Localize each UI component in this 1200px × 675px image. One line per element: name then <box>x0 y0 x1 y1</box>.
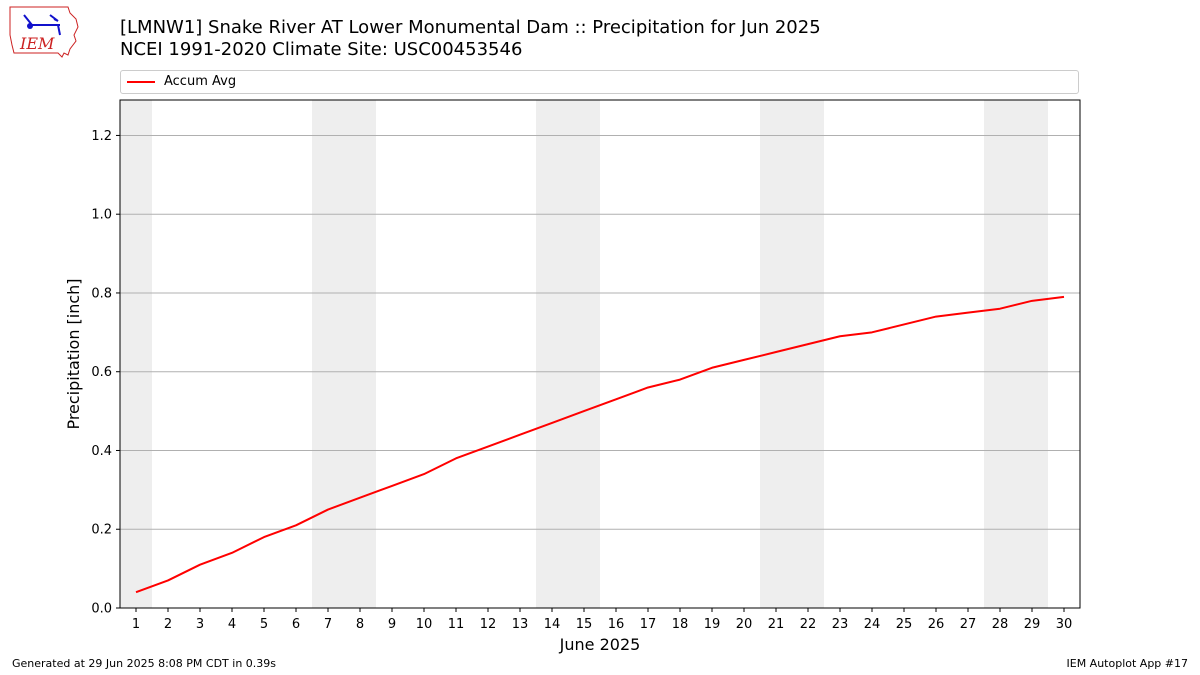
x-axis-label: June 2025 <box>559 635 641 654</box>
x-tick-label: 24 <box>864 617 881 632</box>
legend-label: Accum Avg <box>164 74 237 89</box>
y-tick-label: 0.0 <box>91 602 112 617</box>
weekend-shade-day-1 <box>120 100 152 608</box>
x-tick-label: 2 <box>164 617 172 632</box>
y-axis-label: Precipitation [inch] <box>64 278 83 429</box>
weekend-shade-day-8 <box>344 100 376 608</box>
x-tick-label: 9 <box>388 617 396 632</box>
x-tick-label: 26 <box>928 617 945 632</box>
x-tick-label: 14 <box>544 617 561 632</box>
weekend-shade-day-28 <box>984 100 1016 608</box>
x-tick-label: 27 <box>960 617 977 632</box>
x-tick-label: 21 <box>768 617 785 632</box>
weekend-shade-day-14 <box>536 100 568 608</box>
x-tick-label: 4 <box>228 617 236 632</box>
x-tick-label: 11 <box>448 617 465 632</box>
y-tick-label: 0.6 <box>91 365 112 380</box>
weekend-shade-day-15 <box>568 100 600 608</box>
plot-frame <box>119 99 1081 609</box>
x-tick-label: 23 <box>832 617 849 632</box>
iem-logo: IEM <box>8 5 80 59</box>
y-tick-label: 0.4 <box>91 444 112 459</box>
x-tick-label: 12 <box>480 617 497 632</box>
y-tick-label: 1.0 <box>91 208 112 223</box>
iowa-outline-icon <box>9 6 79 58</box>
weekend-shade-day-7 <box>312 100 344 608</box>
footer-generated: Generated at 29 Jun 2025 8:08 PM CDT in … <box>12 657 277 670</box>
x-tick-label: 20 <box>736 617 753 632</box>
x-tick-label: 29 <box>1024 617 1041 632</box>
x-tick-label: 19 <box>704 617 721 632</box>
x-tick-label: 3 <box>196 617 204 632</box>
title-line-1: [LMNW1] Snake River AT Lower Monumental … <box>120 17 821 38</box>
legend-swatch <box>127 81 155 83</box>
x-tick-label: 17 <box>640 617 657 632</box>
chart-title: [LMNW1] Snake River AT Lower Monumental … <box>120 17 821 61</box>
x-tick-label: 13 <box>512 617 529 632</box>
x-tick-label: 25 <box>896 617 913 632</box>
y-tick-label: 0.8 <box>91 286 112 301</box>
x-tick-label: 7 <box>324 617 332 632</box>
x-tick-label: 6 <box>292 617 300 632</box>
x-tick-label: 15 <box>576 617 593 632</box>
x-tick-label: 18 <box>672 617 689 632</box>
y-tick-label: 1.2 <box>91 129 112 144</box>
title-line-2: NCEI 1991-2020 Climate Site: USC00453546 <box>120 39 523 60</box>
x-tick-label: 1 <box>132 617 140 632</box>
x-tick-label: 10 <box>416 617 433 632</box>
x-tick-label: 28 <box>992 617 1009 632</box>
weekend-shade-day-29 <box>1016 100 1048 608</box>
weather-station-icon <box>23 14 61 36</box>
legend: Accum Avg <box>120 70 1079 94</box>
x-tick-label: 16 <box>608 617 625 632</box>
series-line-accum-avg <box>135 295 1065 594</box>
x-tick-label: 8 <box>356 617 364 632</box>
footer-app: IEM Autoplot App #17 <box>1066 657 1189 670</box>
weekend-shade-day-22 <box>792 100 824 608</box>
y-tick-label: 0.2 <box>91 523 112 538</box>
x-tick-label: 5 <box>260 617 268 632</box>
logo-text: IEM <box>19 34 55 53</box>
x-tick-label: 30 <box>1056 617 1073 632</box>
x-tick-label: 22 <box>800 617 817 632</box>
